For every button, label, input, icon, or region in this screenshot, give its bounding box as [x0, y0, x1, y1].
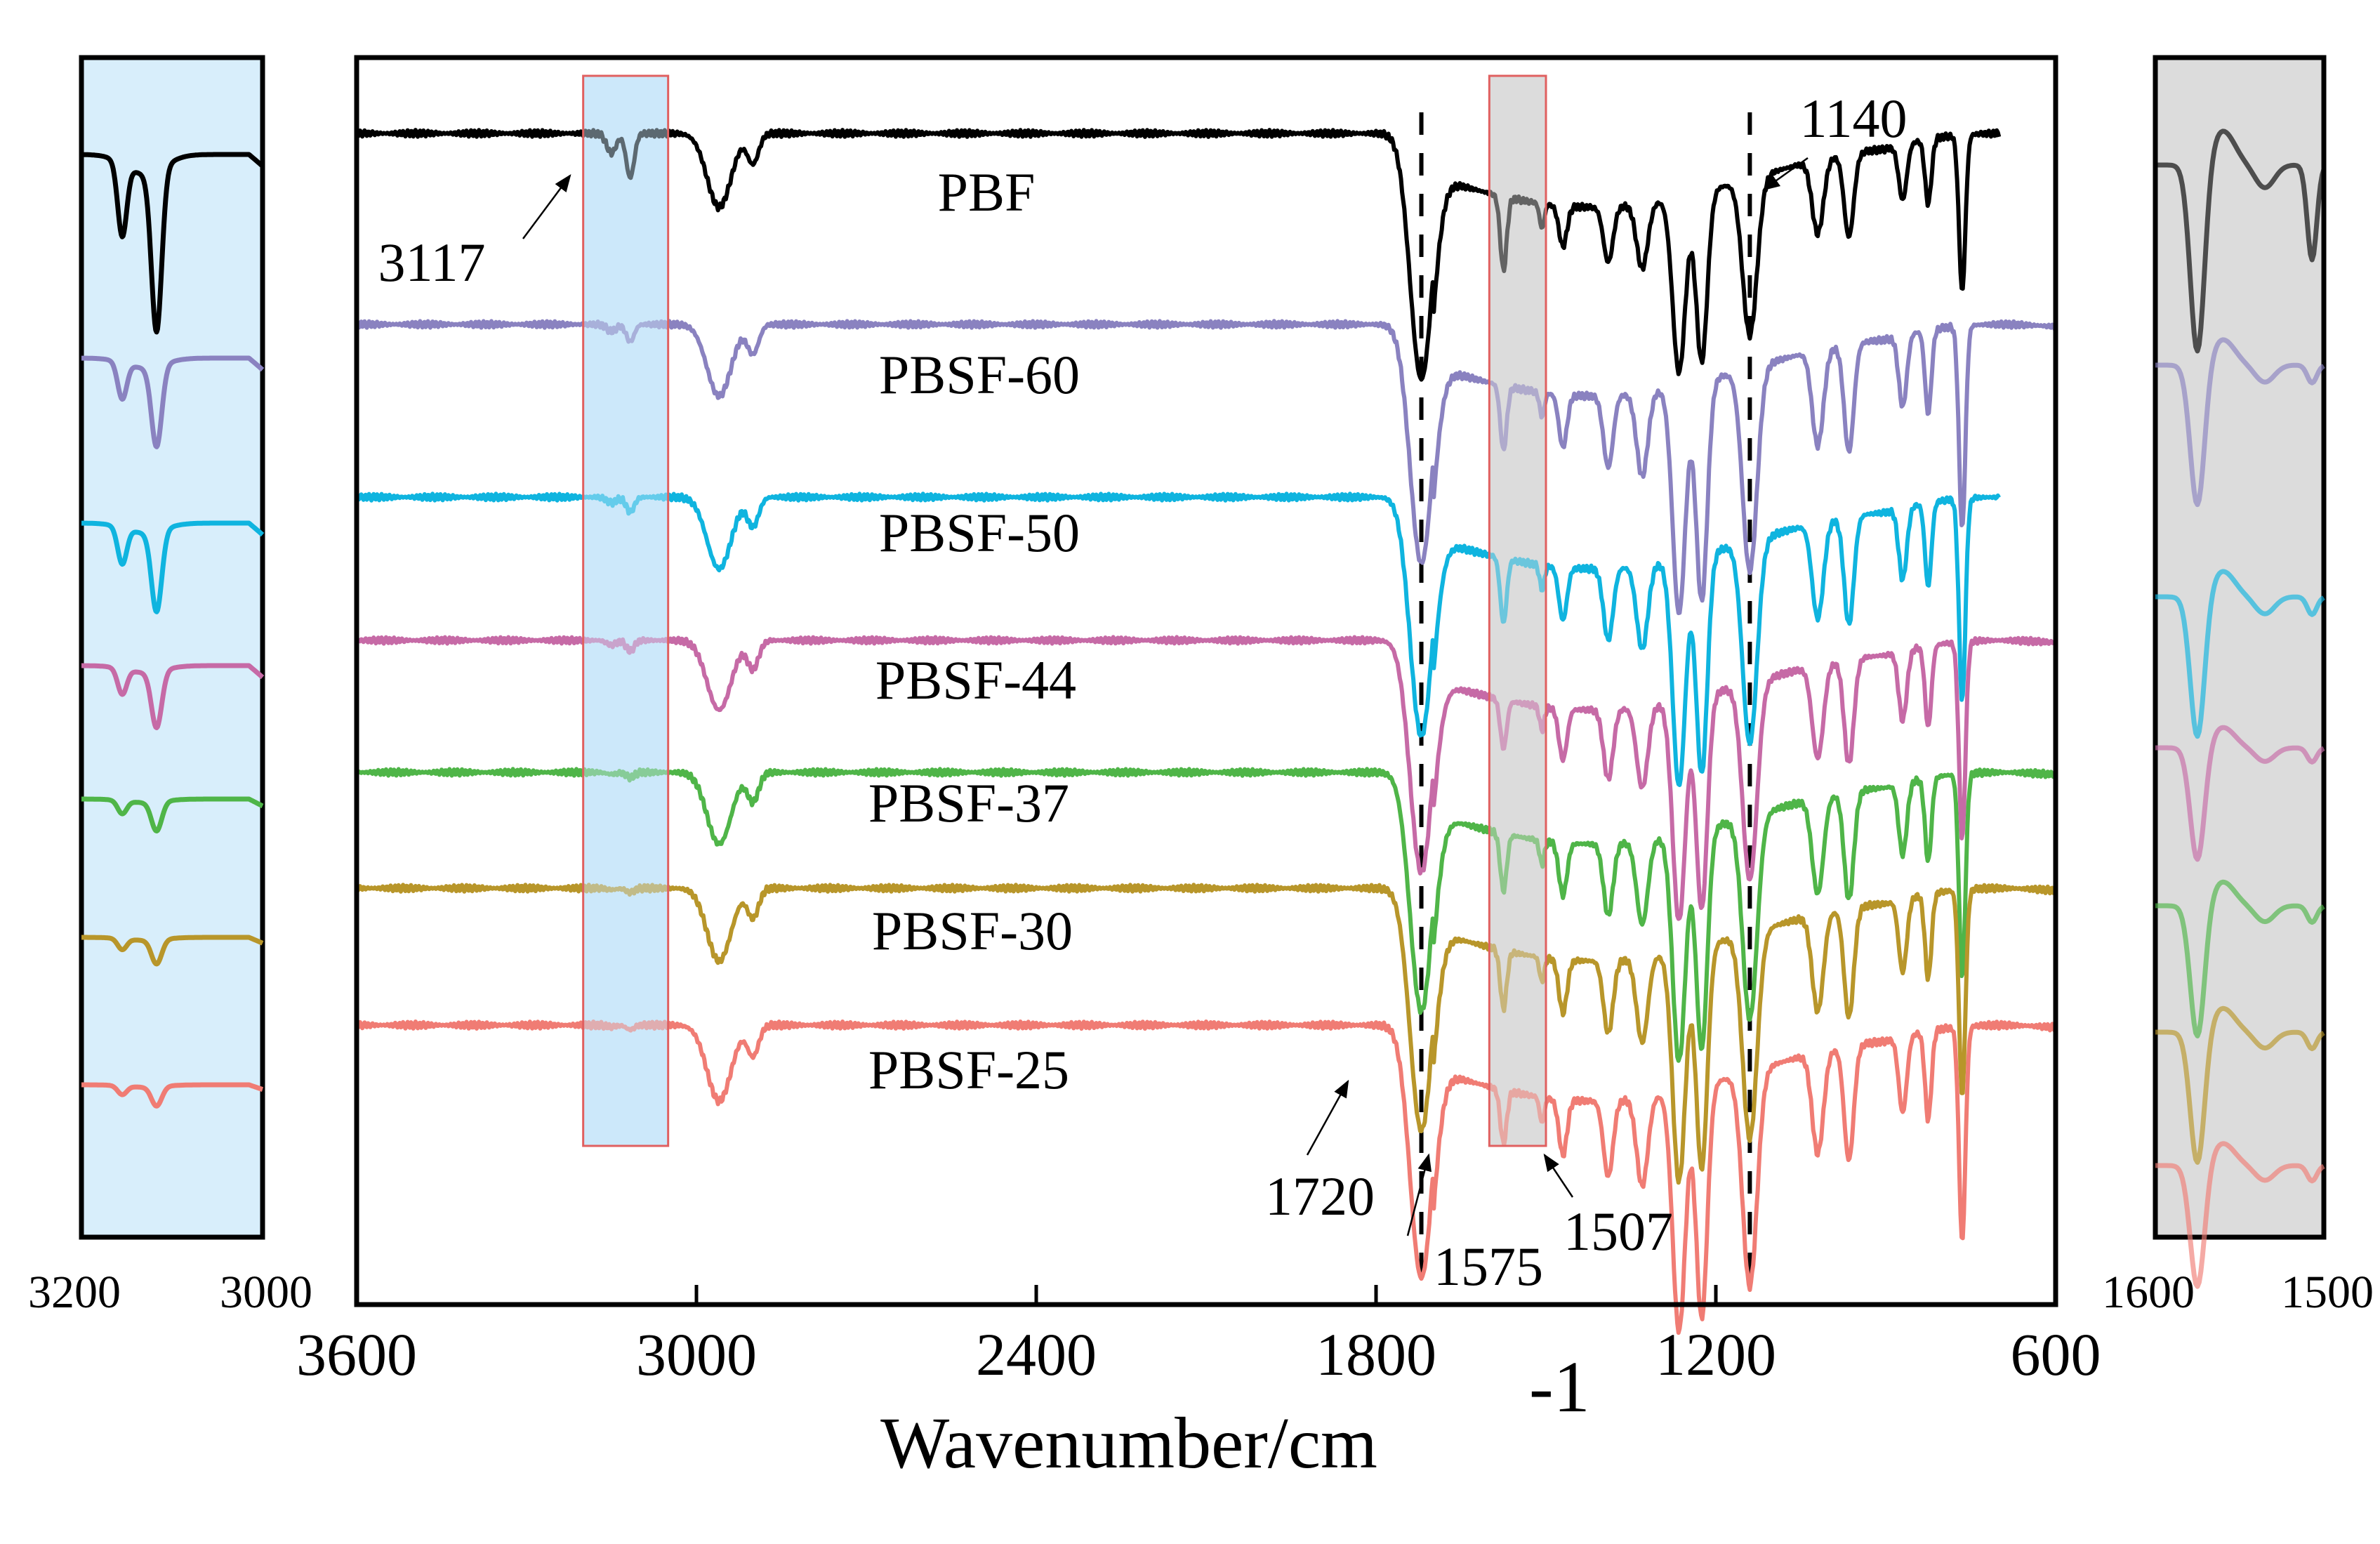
series-line-pbsf-25: [355, 1020, 2058, 1335]
series-line-pbsf-50: [355, 491, 2001, 787]
right-inset-line-pbsf-37: [2154, 879, 2325, 1038]
annotation-label-1140: 1140: [1799, 88, 1907, 149]
highlight-region-overlays: [582, 74, 1547, 1147]
right-inset-line-pbsf-60: [2154, 337, 2325, 508]
peak-annotations: 3117 1720 1575 1507 1140: [378, 88, 1907, 1297]
left-inset-line-pbsf-30: [79, 935, 265, 967]
annotation-arrow-1140: [1761, 157, 1809, 191]
series-line-pbsf-44: [355, 635, 2057, 921]
right-inset-line-pbf: [2154, 128, 2327, 354]
series-label-pbsf-30: PBSF-30: [872, 900, 1073, 961]
left-inset-line-pbf: [79, 152, 265, 335]
furan-ch-region-overlay: [582, 74, 670, 1147]
aromatic-ring-region-overlay: [1488, 74, 1547, 1147]
left-inset-line-pbsf-50: [79, 520, 265, 614]
annotation-arrow-1720: [1306, 1079, 1349, 1156]
left-inset-frame: [79, 55, 265, 1240]
series-label-pbsf-44: PBSF-44: [875, 649, 1076, 711]
x-axis-title-superscript: -1: [1529, 1347, 1590, 1427]
left-inset-line-pbsf-37: [79, 796, 265, 833]
series-label-pbsf-25: PBSF-25: [868, 1039, 1069, 1100]
highlight-regions: [583, 76, 1546, 1146]
annotation-arrow-1575: [1406, 1153, 1432, 1236]
annotation-label-1507: 1507: [1563, 1201, 1673, 1262]
series-label-pbsf-50: PBSF-50: [879, 502, 1080, 563]
x-tick-label-600: 600: [2011, 1321, 2101, 1388]
left-inset-line-pbsf-60: [79, 355, 265, 449]
furan-ch-region: [583, 76, 668, 1146]
right-inset: 1600 1500: [2102, 55, 2374, 1318]
x-tick-label-3600: 3600: [296, 1321, 417, 1388]
plot-frame: [354, 55, 2058, 1307]
right-inset-line-pbsf-25: [2154, 1141, 2325, 1289]
annotation-arrow-1507: [1543, 1153, 1574, 1198]
left-inset-line-pbsf-25: [79, 1082, 265, 1109]
x-tick-label-1200: 1200: [1655, 1321, 1776, 1388]
left-inset: 3200 3000: [28, 55, 312, 1318]
x-tick-label-2400: 2400: [976, 1321, 1097, 1388]
x-tick-label-3000: 3000: [636, 1321, 757, 1388]
right-inset-line-pbsf-44: [2154, 725, 2325, 862]
series-lines: [355, 128, 2058, 1335]
right-inset-frame: [2153, 55, 2327, 1240]
left-inset-tick-3200: 3200: [28, 1267, 121, 1318]
right-inset-tick-1500: 1500: [2281, 1267, 2374, 1318]
annotation-label-1575: 1575: [1434, 1236, 1543, 1297]
x-axis-title: Wavenumber/cm: [880, 1403, 1377, 1484]
series-line-pbsf-37: [355, 767, 2058, 1063]
right-inset-line-pbsf-30: [2154, 1005, 2325, 1165]
annotation-label-1720: 1720: [1265, 1166, 1375, 1227]
left-inset-tick-3000: 3000: [220, 1267, 312, 1318]
main-axes: 3600 3000 2400 1800 1200 600: [296, 55, 2101, 1388]
right-inset-tick-1600: 1600: [2102, 1267, 2195, 1318]
series-line-pbsf-30: [355, 883, 2058, 1185]
right-inset-line-pbsf-50: [2154, 569, 2325, 739]
series-line-pbsf-60: [355, 319, 2058, 616]
series-labels: PBF PBSF-60 PBSF-50 PBSF-44 PBSF-37 PBSF-30 PB…: [868, 161, 1080, 1100]
series-label-pbsf-60: PBSF-60: [879, 344, 1080, 405]
series-label-pbf: PBF: [938, 161, 1036, 223]
left-inset-line-pbsf-44: [79, 663, 265, 730]
series-line-pbf: [355, 128, 2002, 382]
series-label-pbsf-37: PBSF-37: [868, 772, 1069, 833]
reference-lines: [1419, 112, 1752, 1292]
x-tick-label-1800: 1800: [1316, 1321, 1436, 1388]
annotation-arrow-3117: [522, 173, 571, 239]
annotation-label-3117: 3117: [378, 232, 485, 293]
